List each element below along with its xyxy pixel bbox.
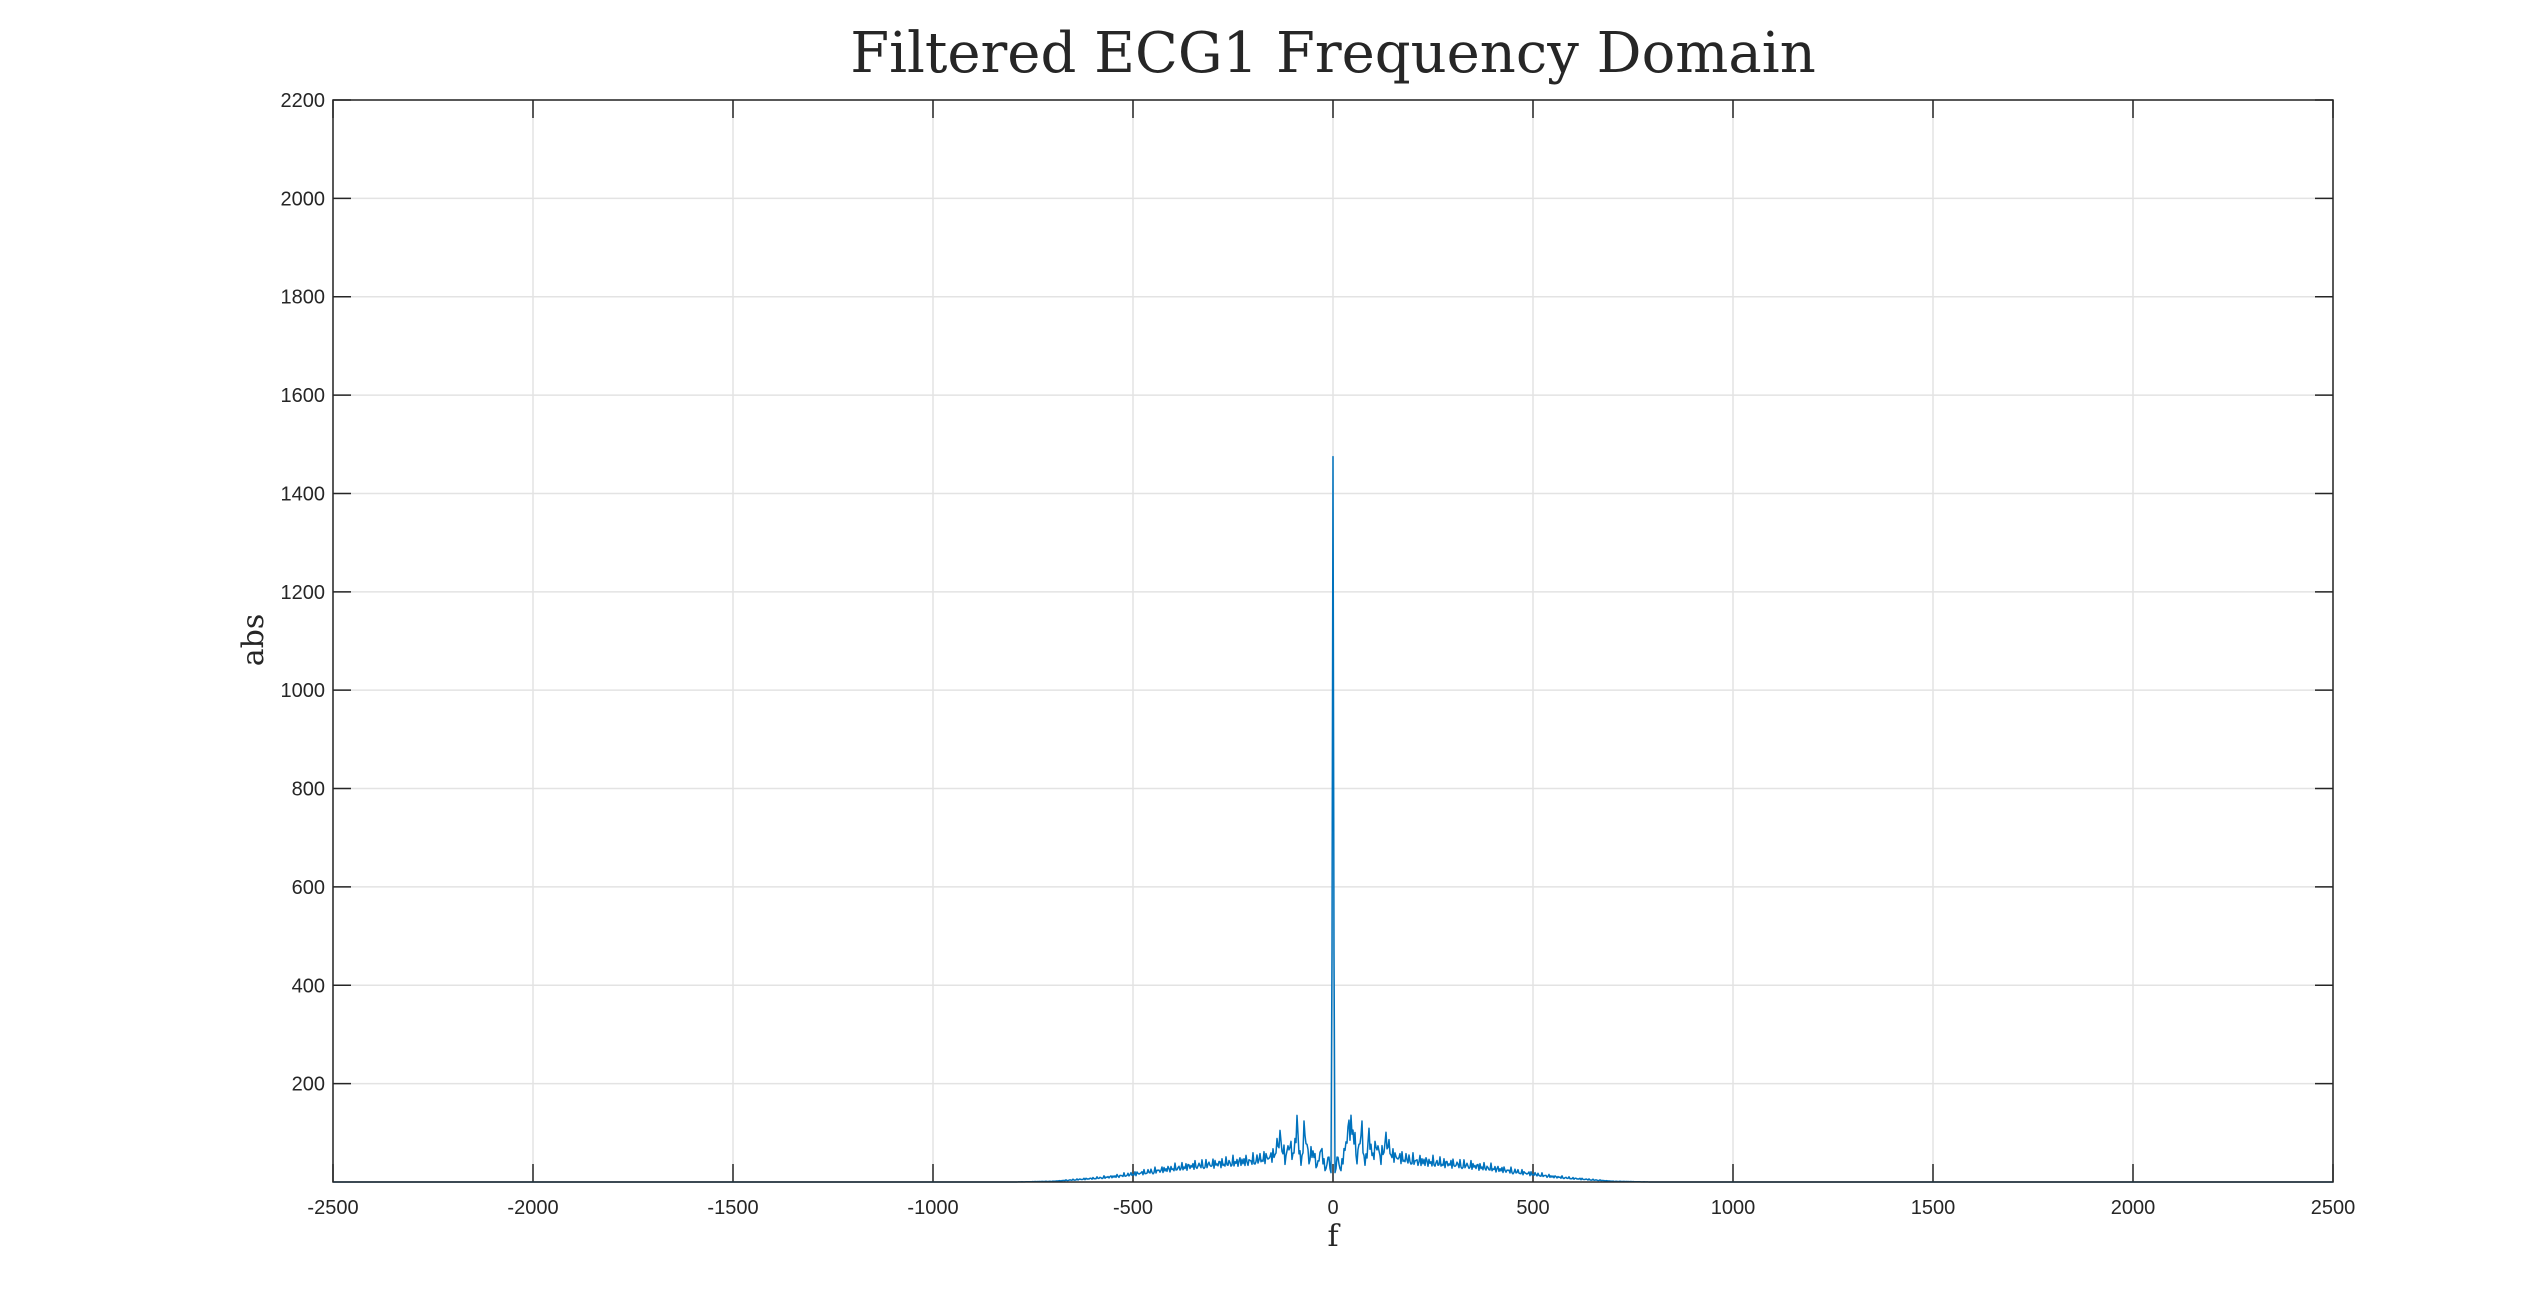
- y-tick-label: 2000: [281, 188, 326, 210]
- axes-box: [332, 99, 2334, 1183]
- tick-labels: -2500 -2000 -1500 -1000 -500 0 500 1000 1500 2000…: [281, 90, 2356, 1219]
- x-tick-label: 2500: [2311, 1197, 2356, 1219]
- x-tick-label: -2000: [507, 1197, 558, 1219]
- y-tick-label: 1000: [281, 680, 326, 702]
- x-tick-label: 0: [1327, 1197, 1338, 1219]
- y-tick-label: 600: [292, 877, 325, 899]
- y-tick-label: 2200: [281, 90, 326, 112]
- x-tick-label: -2500: [307, 1197, 358, 1219]
- x-tick-label: 500: [1516, 1197, 1549, 1219]
- x-axis-label: f: [1327, 1219, 1340, 1254]
- x-tick-label: 2000: [2111, 1197, 2156, 1219]
- y-tick-label: 200: [292, 1074, 325, 1096]
- y-tick-label: 1800: [281, 287, 326, 309]
- y-tick-label: 1200: [281, 582, 326, 604]
- y-tick-label: 800: [292, 779, 325, 801]
- y-tick-label: 1400: [281, 483, 326, 505]
- x-tick-label: -1000: [907, 1197, 958, 1219]
- y-axis-label: abs: [236, 614, 271, 667]
- chart-title: Filtered ECG1 Frequency Domain: [850, 21, 1816, 86]
- x-tick-label: 1500: [1911, 1197, 1956, 1219]
- x-tick-label: -500: [1113, 1197, 1153, 1219]
- x-tick-label: 1000: [1711, 1197, 1756, 1219]
- x-tick-label: -1500: [707, 1197, 758, 1219]
- y-tick-label: 400: [292, 975, 325, 997]
- y-tick-label: 1600: [281, 385, 326, 407]
